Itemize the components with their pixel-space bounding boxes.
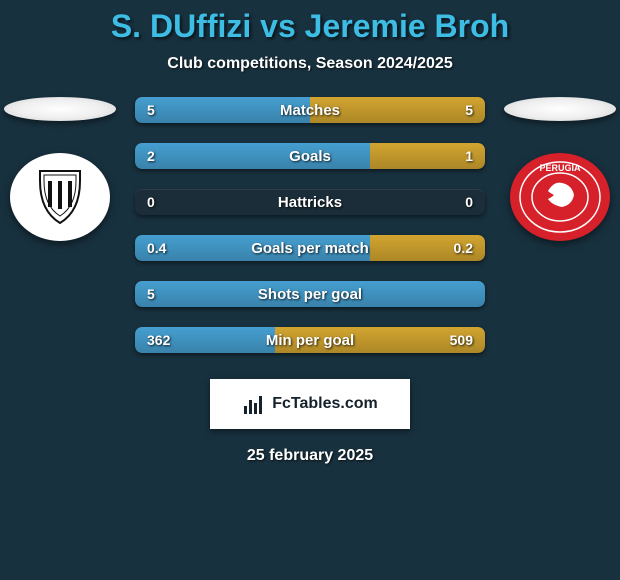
roundel-icon: PERUGIA xyxy=(510,153,610,241)
stat-right-value: 0 xyxy=(465,189,473,215)
comparison-infographic: S. DUffizi vs Jeremie Broh Club competit… xyxy=(0,0,620,465)
stat-left-value: 0 xyxy=(147,189,155,215)
stat-row: Goals per match0.40.2 xyxy=(135,235,485,261)
stat-rows: Matches55 Goals21 Hattricks0 0 Goals per mat… xyxy=(135,97,485,353)
date-text: 25 february 2025 xyxy=(0,447,620,465)
right-player-column: PERUGIA xyxy=(500,97,620,241)
bar-right xyxy=(275,327,485,353)
bar-right xyxy=(370,143,486,169)
ascoli-badge xyxy=(10,153,110,241)
stat-row: Min per goal362509 xyxy=(135,327,485,353)
left-player-column xyxy=(0,97,120,241)
stat-row: Shots per goal5 xyxy=(135,281,485,307)
main-area: PERUGIA Matches55 Goals21 Hattricks0 0 Goals… xyxy=(0,97,620,353)
bar-left xyxy=(135,327,275,353)
brand-text: FcTables.com xyxy=(272,395,378,413)
bar-chart-icon xyxy=(242,392,266,416)
stat-row: Matches55 xyxy=(135,97,485,123)
brand-box[interactable]: FcTables.com xyxy=(210,379,410,429)
bar-left xyxy=(135,281,485,307)
player-photo-disc-left xyxy=(4,97,116,121)
perugia-badge: PERUGIA xyxy=(510,153,610,241)
bar-right xyxy=(310,97,485,123)
bar-right xyxy=(370,235,486,261)
bar-left xyxy=(135,143,370,169)
player-photo-disc-right xyxy=(504,97,616,121)
shield-icon xyxy=(10,153,110,241)
bar-left xyxy=(135,97,310,123)
page-title: S. DUffizi vs Jeremie Broh xyxy=(0,8,620,45)
bar-left xyxy=(135,235,370,261)
stat-label: Hattricks xyxy=(135,189,485,215)
subtitle: Club competitions, Season 2024/2025 xyxy=(0,55,620,73)
stat-row: Hattricks0 0 xyxy=(135,189,485,215)
stat-row: Goals21 xyxy=(135,143,485,169)
svg-text:PERUGIA: PERUGIA xyxy=(539,163,581,173)
